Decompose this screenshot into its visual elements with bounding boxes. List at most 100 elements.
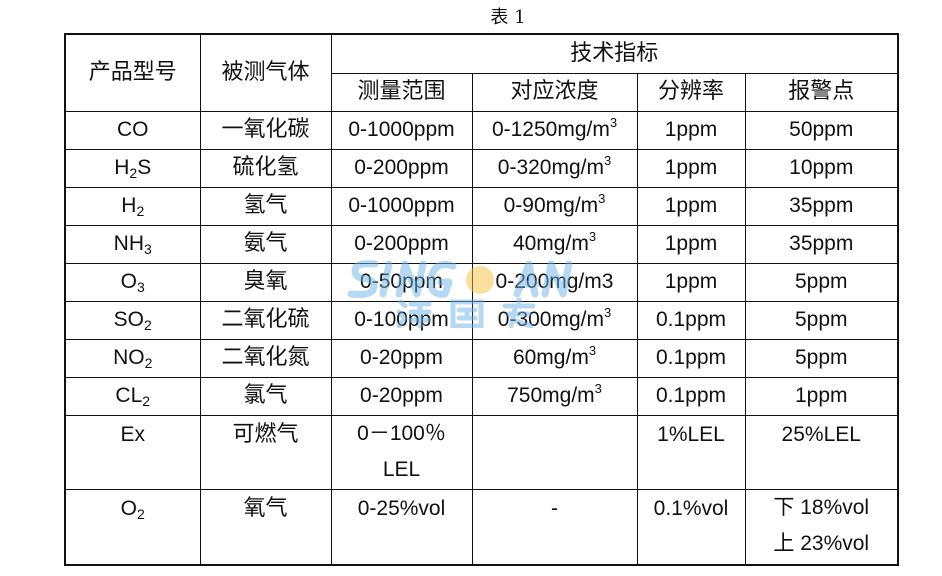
table-row: NO2 二氧化氮 0-20ppm 60mg/m3 0.1ppm 5ppm — [64, 338, 899, 378]
table-row: CL2 氯气 0-20ppm 750mg/m3 0.1ppm 1ppm — [64, 376, 899, 416]
cell-resolution: 1ppm — [636, 148, 746, 188]
cell-alarm: 5ppm — [744, 338, 899, 378]
cell-resolution: 1ppm — [636, 186, 746, 226]
range-text: 0-20ppm — [360, 346, 443, 369]
conc-text: 60mg/m — [512, 346, 589, 369]
conc-text: 0-90mg/m — [503, 194, 599, 217]
alarm-text: 25%LEL — [781, 422, 861, 446]
range-text: 0-20ppm — [360, 384, 443, 407]
cell-alarm: 5ppm — [744, 262, 899, 302]
model-sub: 2 — [142, 393, 151, 409]
conc-sup: 3 — [603, 305, 612, 320]
model-sub: 3 — [137, 279, 145, 295]
cell-resolution: 1ppm — [636, 110, 746, 150]
conc-text: 0-1250mg/m — [491, 118, 610, 141]
alarm-text: 35ppm — [789, 232, 854, 255]
conc-text: 750mg/m — [507, 384, 595, 407]
alarm-text: 5ppm — [794, 346, 848, 369]
cell-gas: 氨气 — [199, 224, 332, 264]
range-text: 0-100ppm — [354, 308, 449, 331]
cell-model: H2 — [64, 186, 201, 226]
cell-range: 0-100ppm — [330, 300, 473, 340]
conc-sup: 3 — [603, 153, 612, 168]
cell-range: 0-25%vol — [330, 488, 473, 566]
table-row: O2 氧气 0-25%vol -0.1%vol 下 18%vol 上 23%vol — [64, 488, 899, 566]
model-base: NH — [113, 232, 145, 255]
range-text: 0-50ppm — [360, 270, 443, 293]
table-row: SO2 二氧化硫 0-100ppm 0-300mg/m3 0.1ppm 5ppm — [64, 300, 899, 340]
cell-gas: 氧气 — [199, 488, 332, 566]
cell-range: 0-1000ppm — [330, 110, 473, 150]
cell-range: 0-20ppm — [330, 338, 473, 378]
cell-alarm: 50ppm — [744, 110, 899, 150]
cell-gas: 二氧化氮 — [199, 338, 332, 378]
alarm-text: 35ppm — [789, 194, 854, 217]
alarm-text: 5ppm — [794, 270, 848, 293]
cell-range: 0-1000ppm — [330, 186, 473, 226]
cell-conc: 40mg/m3 — [471, 224, 638, 264]
cell-range: 0-20ppm — [330, 376, 473, 416]
cell-alarm: 下 18%vol 上 23%vol — [744, 488, 899, 566]
model-base: NO — [113, 346, 145, 369]
range-text: 0-25%vol — [357, 496, 446, 520]
header-conc: 对应浓度 — [471, 72, 638, 112]
model-base: O — [120, 496, 138, 520]
gas-spec-table: 产品型号 被测气体 技术指标 测量范围 对应浓度 分辨率 报警点 CO 一氧化碳 0… — [64, 33, 899, 566]
cell-model: Ex — [64, 414, 201, 490]
cell-gas: 氢气 — [199, 186, 332, 226]
alarm-text: 1ppm — [794, 384, 848, 407]
range-text: 0－100％ LEL — [357, 421, 446, 481]
cell-model: NH3 — [64, 224, 201, 264]
cell-conc: 60mg/m3 — [471, 338, 638, 378]
cell-conc: 0-90mg/m3 — [471, 186, 638, 226]
model-sub: 2 — [129, 165, 138, 181]
header-tech: 技术指标 — [330, 33, 899, 74]
conc-text: 0-300mg/m — [497, 308, 604, 331]
conc-text: - — [551, 496, 558, 520]
cell-model: CO — [64, 110, 201, 150]
cell-model: O2 — [64, 488, 201, 566]
cell-alarm: 5ppm — [744, 300, 899, 340]
header-alarm: 报警点 — [744, 72, 899, 112]
model-sub: 2 — [144, 355, 153, 371]
cell-resolution: 0.1ppm — [636, 376, 746, 416]
header-range: 测量范围 — [330, 72, 473, 112]
cell-alarm: 10ppm — [744, 148, 899, 188]
model-base: SO — [113, 308, 145, 331]
model-sub: 2 — [144, 317, 152, 333]
table-row: O3 臭氧 0-50ppm 0-200mg/m3 1ppm 5ppm — [64, 262, 899, 302]
range-text: 0-1000ppm — [348, 118, 455, 141]
model-sub: 2 — [137, 505, 145, 522]
cell-resolution: 1ppm — [636, 262, 746, 302]
model-base: O — [120, 270, 138, 293]
cell-resolution: 1ppm — [636, 224, 746, 264]
cell-gas: 一氧化碳 — [199, 110, 332, 150]
range-text: 0-200ppm — [354, 232, 449, 255]
range-text: 0-1000ppm — [348, 194, 455, 217]
cell-gas: 臭氧 — [199, 262, 332, 302]
alarm-text: 下 18%vol 上 23%vol — [773, 495, 870, 555]
cell-range: 0-50ppm — [330, 262, 473, 302]
cell-alarm: 1ppm — [744, 376, 899, 416]
conc-sup: 3 — [588, 343, 597, 358]
conc-text: 0-200mg/m3 — [495, 270, 614, 293]
model-base: Ex — [120, 422, 145, 446]
cell-gas: 氯气 — [199, 376, 332, 416]
cell-gas: 硫化氢 — [199, 148, 332, 188]
model-base: CL — [115, 384, 143, 407]
model-sub: 3 — [144, 241, 152, 257]
cell-conc: - — [471, 488, 638, 566]
cell-model: H2S — [64, 148, 201, 188]
cell-model: O3 — [64, 262, 201, 302]
cell-model: SO2 — [64, 300, 201, 340]
cell-gas: 可燃气 — [199, 414, 332, 490]
alarm-text: 5ppm — [794, 308, 848, 331]
cell-conc — [471, 414, 638, 490]
cell-range: 0-200ppm — [330, 148, 473, 188]
conc-text: 40mg/m — [512, 232, 589, 255]
header-resolution: 分辨率 — [636, 72, 746, 112]
cell-gas: 二氧化硫 — [199, 300, 332, 340]
cell-resolution: 0.1%vol — [636, 488, 746, 566]
alarm-text: 10ppm — [789, 156, 854, 179]
model-base: CO — [117, 118, 149, 141]
